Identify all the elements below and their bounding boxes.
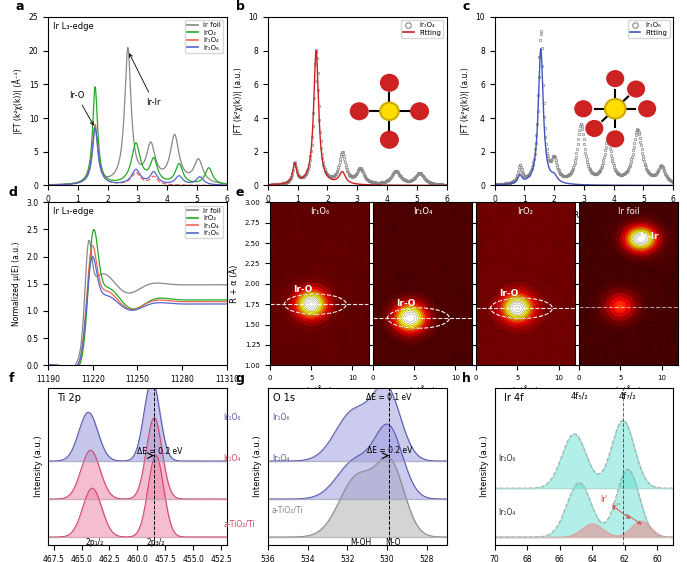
- Fitting: [370, 182, 379, 188]
- Text: Ir₁O₄: Ir₁O₄: [413, 207, 432, 216]
- Fitting: [427, 182, 435, 189]
- X-axis label: k (Å⁻¹): k (Å⁻¹): [616, 387, 641, 396]
- Ir₁O₄: [427, 179, 435, 186]
- X-axis label: R (Å): R (Å): [573, 210, 595, 220]
- Ir₁O₄: [442, 182, 451, 188]
- Text: c: c: [462, 1, 470, 13]
- Y-axis label: |FT (k²χ(k))| (a.u.): |FT (k²χ(k))| (a.u.): [234, 67, 243, 135]
- Fitting: [264, 182, 272, 188]
- Fitting: [264, 182, 273, 188]
- Y-axis label: |FT (k²χ(k))| (Å⁻¹): |FT (k²χ(k))| (Å⁻¹): [12, 69, 23, 134]
- Text: M-O: M-O: [385, 538, 401, 547]
- Text: Ir': Ir': [600, 495, 630, 519]
- Text: b: b: [236, 1, 245, 13]
- Fitting: [442, 182, 451, 189]
- X-axis label: k (Å⁻¹): k (Å⁻¹): [410, 387, 435, 396]
- Text: e: e: [236, 186, 244, 199]
- Text: h: h: [462, 371, 471, 384]
- Text: f: f: [9, 371, 14, 384]
- Text: Ir₁O₆: Ir₁O₆: [498, 454, 515, 463]
- Text: Ir-Ir: Ir-Ir: [640, 232, 659, 241]
- Ir₁O₄: [312, 47, 320, 53]
- Text: Ir₁O₄: Ir₁O₄: [223, 454, 240, 463]
- Fitting: [374, 182, 382, 188]
- X-axis label: k (Å⁻¹): k (Å⁻¹): [513, 387, 538, 396]
- X-axis label: R (Å): R (Å): [126, 210, 148, 220]
- Line: Ir₁O₄: Ir₁O₄: [267, 48, 448, 186]
- Ir₁O₄: [264, 182, 272, 188]
- Text: Ir-O: Ir-O: [499, 289, 519, 298]
- Text: Ir L₃-edge: Ir L₃-edge: [54, 207, 94, 216]
- Text: Ir-O: Ir-O: [293, 285, 313, 294]
- Text: ΔE = 0.2 eV: ΔE = 0.2 eV: [367, 446, 412, 455]
- X-axis label: k (Å⁻¹): k (Å⁻¹): [307, 387, 332, 396]
- Text: Ir₁O₆: Ir₁O₆: [310, 207, 329, 216]
- Text: 2p₁/₂: 2p₁/₂: [86, 538, 104, 547]
- Text: Ir₁O₆: Ir₁O₆: [223, 413, 241, 422]
- Text: Ir-O: Ir-O: [69, 91, 93, 125]
- Ir₁O₄: [371, 179, 379, 186]
- Y-axis label: R + α (Å): R + α (Å): [229, 265, 239, 303]
- Fitting: [371, 182, 379, 188]
- Y-axis label: |FT (k²χ(k))| (a.u.): |FT (k²χ(k))| (a.u.): [461, 67, 470, 135]
- Ir₁O₄: [264, 181, 273, 188]
- Y-axis label: Intensity (a.u.): Intensity (a.u.): [254, 436, 262, 497]
- Text: Ti 2p: Ti 2p: [57, 392, 81, 402]
- Text: Ir₁O₆: Ir₁O₆: [272, 413, 289, 422]
- Text: Ir-O: Ir-O: [396, 299, 416, 308]
- Ir₁O₄: [415, 170, 423, 176]
- Ir₁O₄: [374, 179, 382, 186]
- Text: IrO₂: IrO₂: [517, 207, 534, 216]
- Legend: Ir₁O₆, Fitting: Ir₁O₆, Fitting: [628, 20, 670, 38]
- Text: a-TiO₂/Ti: a-TiO₂/Ti: [223, 519, 255, 528]
- Text: Ir'': Ir'': [611, 503, 641, 524]
- Text: a: a: [16, 1, 25, 13]
- Text: a-TiO₂/Ti: a-TiO₂/Ti: [272, 506, 304, 515]
- Text: ΔE = 0.2 eV: ΔE = 0.2 eV: [137, 447, 183, 456]
- Text: ΔE = 0.1 eV: ΔE = 0.1 eV: [366, 392, 412, 401]
- Text: M-OH: M-OH: [350, 538, 372, 547]
- Text: 4f₅/₂: 4f₅/₂: [570, 392, 588, 401]
- Text: Ir L₃-edge: Ir L₃-edge: [54, 22, 94, 31]
- Text: 2p₃/₂: 2p₃/₂: [146, 538, 164, 547]
- Legend: Ir foil, IrO₂, Ir₁O₄, Ir₁O₆: Ir foil, IrO₂, Ir₁O₄, Ir₁O₆: [185, 206, 223, 238]
- Legend: Ir₁O₄, Fitting: Ir₁O₄, Fitting: [401, 20, 443, 38]
- X-axis label: R (Å): R (Å): [346, 210, 368, 220]
- Legend: Ir foil, IrO₂, Ir₁O₄, Ir₁O₆: Ir foil, IrO₂, Ir₁O₄, Ir₁O₆: [185, 20, 223, 53]
- Text: Ir₁O₄: Ir₁O₄: [498, 508, 515, 517]
- Text: Ir 4f: Ir 4f: [504, 392, 523, 402]
- Text: O 1s: O 1s: [273, 392, 295, 402]
- Fitting: [312, 47, 320, 54]
- Y-axis label: Intensity (a.u.): Intensity (a.u.): [480, 436, 489, 497]
- Line: Fitting: Fitting: [268, 51, 447, 185]
- Text: g: g: [236, 371, 245, 384]
- Text: Ir-Ir: Ir-Ir: [130, 54, 161, 107]
- Text: d: d: [9, 186, 18, 199]
- Y-axis label: Normalized μ(E) (a.u.): Normalized μ(E) (a.u.): [12, 242, 21, 326]
- Ir₁O₄: [370, 179, 379, 185]
- Text: 4f₇/₂: 4f₇/₂: [619, 392, 637, 401]
- Text: Ir foil: Ir foil: [618, 207, 640, 216]
- Text: Ir₁O₄: Ir₁O₄: [272, 454, 289, 463]
- Y-axis label: Intensity (a.u.): Intensity (a.u.): [34, 436, 43, 497]
- Fitting: [415, 182, 423, 189]
- X-axis label: Energy (eV): Energy (eV): [111, 389, 164, 398]
